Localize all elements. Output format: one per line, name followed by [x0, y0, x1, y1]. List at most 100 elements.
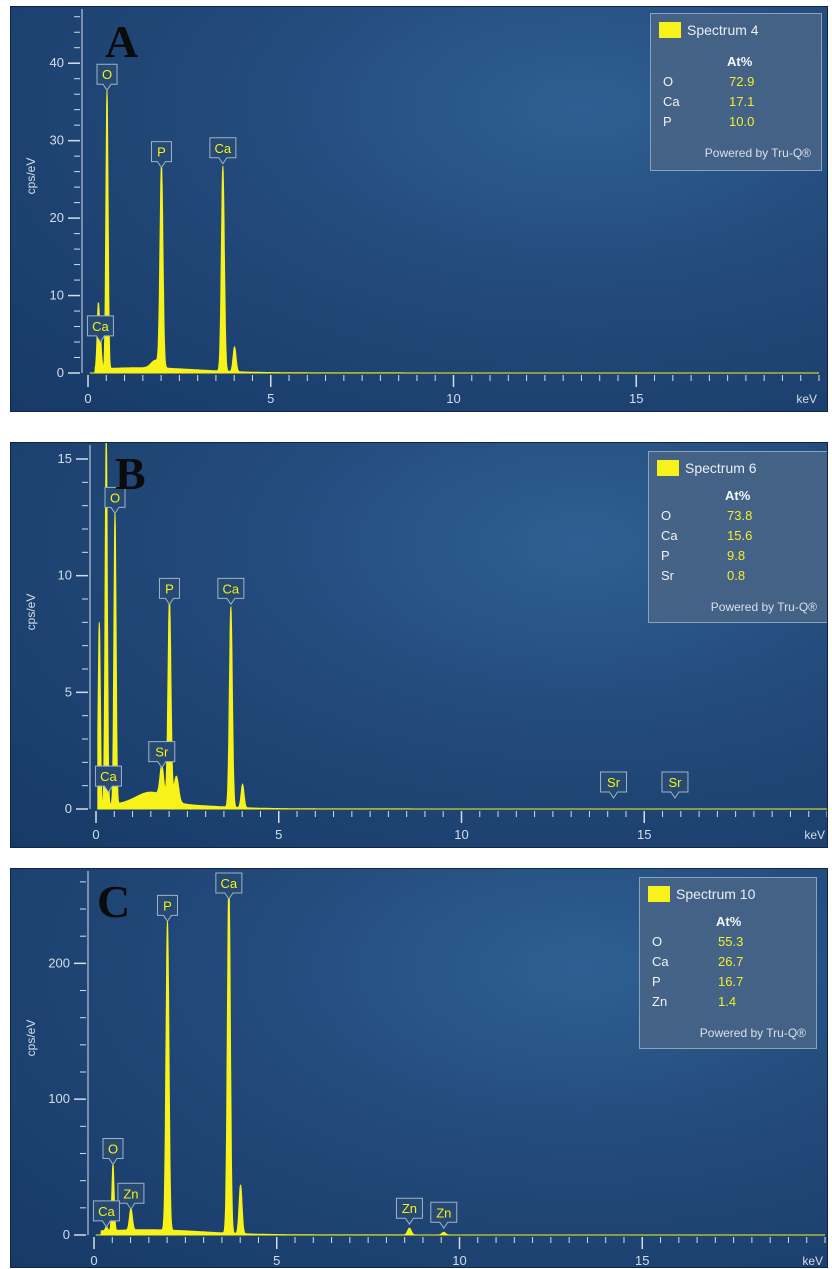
peak-label-zn: Zn: [430, 1201, 458, 1230]
legend-footer: Powered by Tru-Q®: [699, 1026, 806, 1040]
legend-c: Spectrum 10 At% O 55.3 Ca 26.7 P 16.7 Zn…: [639, 877, 817, 1049]
legend-value: 26.7: [718, 954, 744, 969]
legend-element: Zn: [652, 994, 668, 1009]
legend-element: Ca: [661, 528, 678, 543]
peak-label-ca: Ca: [86, 315, 114, 343]
x-tick-label: 15: [629, 391, 643, 406]
peak-label-box: [94, 765, 122, 794]
legend-value: 15.6: [727, 528, 753, 543]
legend-element: Ca: [663, 94, 680, 109]
legend-swatch: [648, 886, 670, 902]
peak-label-o: O: [96, 63, 118, 92]
x-tick-label: 10: [454, 827, 468, 842]
peak-label-text: Zn: [436, 1205, 451, 1220]
legend-value: 9.8: [727, 548, 746, 563]
peak-label-box: [150, 141, 172, 169]
y-tick-label: 0: [57, 365, 64, 380]
peak-label-box: [156, 894, 178, 923]
legend-swatch: [659, 22, 681, 38]
panel-letter-b: B: [115, 448, 146, 499]
spectrum-plot-c: 0 100 200 cps/eV 0 5 10 15 keV Ca P O Zn Ca Zn Zn: [24, 871, 826, 1268]
y-axis-label: cps/eV: [24, 1020, 38, 1057]
x-tick-label: 10: [452, 1253, 466, 1268]
spectrum-plot-b: 0 5 10 15 cps/eV 0 5 10 15 keV O P Ca Sr Ca Sr Sr: [24, 443, 827, 842]
y-tick-label: 10: [58, 568, 72, 583]
legend-element: Sr: [661, 568, 674, 583]
peak-label-box: [600, 771, 628, 799]
legend-header: At%: [727, 54, 753, 69]
legend-element: P: [663, 114, 672, 129]
x-tick-label: 5: [273, 1253, 280, 1268]
spectrum-panel-a: 0 10 20 30 40 cps/eV 0 5 10 15 keV O P Ca Ca A Spectru…: [10, 6, 828, 412]
y-tick-label: 15: [58, 451, 72, 466]
y-tick-label: 40: [50, 55, 64, 70]
x-axis-label: keV: [804, 828, 825, 842]
peak-label-text: O: [110, 490, 120, 505]
panel-letter-a: A: [105, 16, 139, 67]
peak-label-box: [661, 771, 689, 799]
peak-label-p: P: [150, 141, 172, 169]
legend-element: P: [652, 974, 661, 989]
x-tick-label: 0: [84, 391, 91, 406]
x-tick-label: 5: [267, 391, 274, 406]
x-tick-label: 15: [635, 1253, 649, 1268]
peak-label-ca: Ca: [209, 137, 237, 165]
peak-label-box: [430, 1201, 458, 1230]
peak-label-o: O: [104, 486, 126, 515]
spectrum-plot-a: 0 10 20 30 40 cps/eV 0 5 10 15 keV O P Ca Ca: [24, 9, 820, 406]
peak-label-text: P: [165, 581, 174, 596]
peak-label-text: Ca: [100, 769, 117, 784]
peak-label-sr: Sr: [600, 771, 628, 799]
y-axis-label: cps/eV: [24, 158, 38, 195]
x-axis-label: keV: [796, 392, 817, 406]
legend-title: Spectrum 10: [676, 886, 756, 902]
peak-label-text: Zn: [123, 1186, 138, 1201]
legend-value: 0.8: [727, 568, 746, 583]
peak-label-ca: Ca: [92, 1200, 120, 1228]
peak-label-text: P: [163, 898, 172, 913]
peak-label-box: [158, 577, 180, 606]
legend-swatch: [657, 460, 679, 476]
peak-label-zn: Zn: [395, 1197, 423, 1226]
peak-label-ca: Ca: [217, 577, 245, 606]
peak-label-text: Sr: [668, 775, 682, 790]
peak-label-box: [96, 63, 118, 92]
spectrum-panel-b: 0 5 10 15 cps/eV 0 5 10 15 keV O P Ca Sr Ca Sr Sr B Spec…: [10, 442, 828, 848]
peak-label-box: [104, 486, 126, 515]
peak-label-text: O: [108, 1141, 118, 1156]
legend-element: O: [663, 74, 674, 89]
legend-footer: Powered by Tru-Q®: [710, 600, 817, 614]
y-tick-label: 10: [50, 288, 64, 303]
peak-label-text: Ca: [92, 319, 109, 334]
spectrum-series: [89, 89, 819, 374]
peak-label-zn: Zn: [117, 1182, 145, 1211]
peak-label-text: Sr: [155, 745, 169, 760]
legend-title: Spectrum 6: [685, 460, 757, 476]
peak-label-text: P: [157, 145, 166, 160]
peak-label-box: [148, 741, 176, 769]
x-tick-label: 0: [92, 827, 99, 842]
x-tick-label: 0: [90, 1253, 97, 1268]
peak-label-box: [102, 1137, 124, 1166]
peak-label-text: Ca: [223, 581, 240, 596]
peak-label-text: Ca: [98, 1204, 115, 1219]
y-axis-label: cps/eV: [24, 594, 38, 631]
x-tick-label: 5: [275, 827, 282, 842]
x-tick-label: 10: [446, 391, 460, 406]
peak-label-p: P: [156, 894, 178, 923]
peak-label-box: [395, 1197, 423, 1226]
peak-label-text: O: [102, 67, 112, 82]
peak-label-ca: Ca: [215, 872, 243, 900]
y-tick-label: 0: [65, 801, 72, 816]
legend-element: Ca: [652, 954, 669, 969]
legend-value: 17.1: [729, 94, 755, 109]
peak-label-box: [86, 315, 114, 343]
peak-label-ca: Ca: [94, 765, 122, 794]
peak-label-text: Ca: [215, 141, 232, 156]
legend-element: O: [652, 934, 663, 949]
legend-element: O: [661, 508, 672, 523]
x-tick-label: 15: [637, 827, 651, 842]
peak-label-p: P: [158, 577, 180, 606]
y-tick-label: 200: [48, 955, 70, 970]
y-tick-label: 0: [63, 1227, 70, 1242]
